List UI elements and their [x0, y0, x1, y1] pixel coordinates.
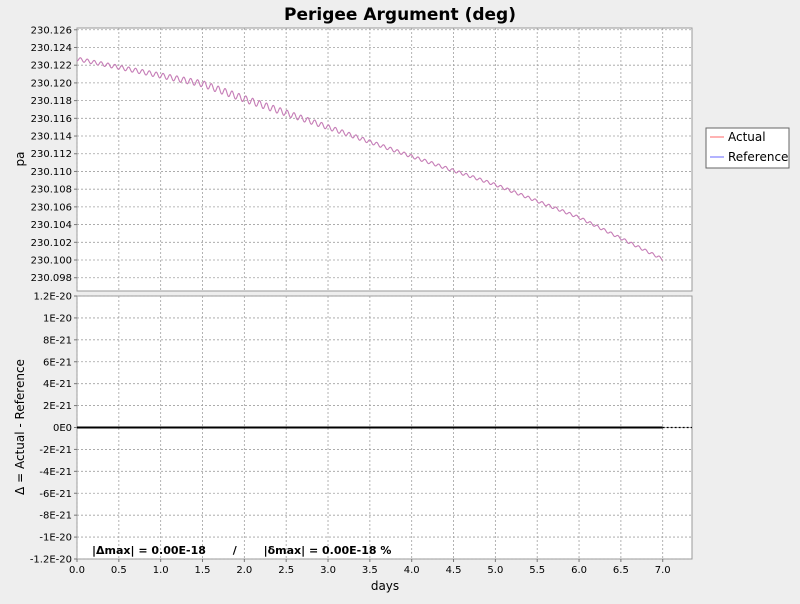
x-axis-label: days	[371, 579, 399, 593]
top-y-tick-label: 230.104	[31, 220, 72, 231]
bottom-y-tick-label: 1.2E-20	[33, 292, 72, 303]
top-grid	[76, 28, 692, 291]
x-tick-label: 4.0	[404, 565, 420, 576]
top-y-tick-label: 230.112	[31, 149, 72, 160]
top-y-tick-label: 230.120	[31, 78, 72, 89]
x-tick-label: 2.5	[278, 565, 294, 576]
top-y-tick-label: 230.110	[31, 167, 72, 178]
bottom-y-tick-label: -8E-21	[39, 511, 72, 522]
legend-label-actual: Actual	[728, 130, 766, 144]
top-y-tick-label: 230.106	[31, 202, 72, 213]
bottom-y-tick-label: 1E-20	[43, 313, 72, 324]
top-y-tick-label: 230.126	[31, 25, 72, 36]
x-tick-label: 3.5	[362, 565, 378, 576]
x-tick-label: 6.0	[571, 565, 587, 576]
bottom-y-axis-ticks: 1.2E-20 1E-20 8E-21 6E-21 4E-21 2E-21 0E0 -2E-2…	[30, 292, 77, 566]
bottom-y-tick-label: 2E-21	[43, 401, 72, 412]
top-y-tick-label: 230.116	[31, 114, 72, 125]
top-y-tick-label: 230.102	[31, 238, 72, 249]
top-y-tick-label: 230.118	[31, 96, 72, 107]
x-tick-label: 1.0	[153, 565, 169, 576]
top-y-axis-ticks: 230.126 230.124 230.122 230.120 230.118 230.1…	[31, 25, 77, 284]
top-y-tick-label: 230.122	[31, 61, 72, 72]
bottom-y-tick-label: 0E0	[53, 423, 72, 434]
legend-box	[705, 127, 790, 169]
x-tick-label: 0.0	[69, 565, 85, 576]
top-y-tick-label: 230.098	[31, 273, 72, 284]
top-y-tick-label: 230.114	[31, 132, 72, 143]
top-plot-area	[76, 27, 693, 292]
bottom-y-axis-label: Δ = Actual - Reference	[13, 359, 27, 495]
top-y-tick-label: 230.108	[31, 185, 72, 196]
top-y-axis-label: pa	[13, 152, 27, 167]
top-y-tick-label: 230.124	[31, 43, 72, 54]
bottom-y-tick-label: -4E-21	[39, 467, 72, 478]
delta-annotation: |Δmax| = 0.00E-18 / |δmax| = 0.00E-18 %	[92, 544, 391, 557]
bottom-grid	[76, 295, 692, 560]
bottom-y-tick-label: -2E-21	[39, 445, 72, 456]
chart-title: Perigee Argument (deg)	[284, 5, 516, 25]
bottom-y-tick-label: 6E-21	[43, 357, 72, 368]
bottom-y-tick-label: -1E-20	[39, 533, 72, 544]
bottom-y-tick-label: -6E-21	[39, 489, 72, 500]
bottom-y-tick-label: 4E-21	[43, 379, 72, 390]
bottom-y-tick-label: 8E-21	[43, 335, 72, 346]
x-tick-label: 0.5	[111, 565, 127, 576]
top-series-group	[76, 57, 664, 261]
top-y-tick-label: 230.100	[31, 256, 72, 267]
x-tick-label: 1.5	[195, 565, 211, 576]
series-line-reference	[76, 57, 663, 261]
legend: Actual Reference	[705, 127, 790, 169]
x-tick-label: 5.5	[529, 565, 545, 576]
x-axis-ticks: 0.0 0.5 1.0 1.5 2.0 2.5 3.0 3.5 4.0 4.5 5.0 5.5 6.0 6…	[69, 559, 671, 576]
x-tick-label: 5.0	[487, 565, 503, 576]
x-tick-label: 6.5	[613, 565, 629, 576]
legend-label-reference: Reference	[728, 150, 788, 164]
x-tick-label: 3.0	[320, 565, 336, 576]
bottom-y-tick-label: -1.2E-20	[30, 555, 72, 566]
x-tick-label: 4.5	[446, 565, 462, 576]
x-tick-label: 7.0	[655, 565, 671, 576]
x-tick-label: 2.0	[236, 565, 252, 576]
